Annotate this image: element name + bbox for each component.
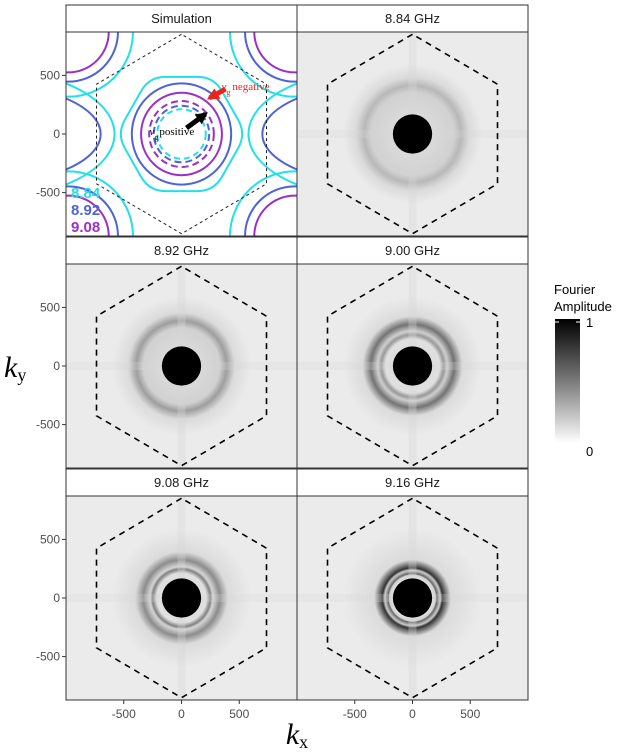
- panel-plot: [66, 264, 297, 468]
- sim-neighbor-blue: [244, 32, 297, 83]
- panel-p884: 8.84 GHz: [296, 4, 529, 237]
- panel-strip: [296, 236, 529, 265]
- sim-contour-blue-dashed: [152, 104, 211, 164]
- colorbar-min-label: 0: [586, 444, 593, 459]
- panel-title: 8.92 GHz: [154, 243, 209, 258]
- arrow-negative-head: [206, 88, 221, 100]
- sim-contour-purple-dashed: [148, 100, 215, 168]
- y-axis-label: ky: [4, 351, 26, 385]
- y-tick-label: 0: [53, 359, 60, 373]
- panel-border: [296, 263, 529, 469]
- panel-plot: [297, 32, 528, 236]
- y-tick-label: 500: [40, 68, 60, 82]
- y-tick-label: -500: [36, 650, 60, 664]
- colorbar-legend: Fourier Amplitude 1 0: [554, 282, 612, 459]
- sim-legend-8-84: 8.84: [71, 185, 101, 202]
- panel-title: 9.16 GHz: [385, 475, 440, 490]
- panel-sim: Simulation vg negative vgpositive 8.848.929.…: [65, 4, 298, 237]
- central-peak: [161, 346, 202, 386]
- colorbar-title-line1: Fourier: [554, 282, 596, 297]
- central-peak: [392, 346, 433, 386]
- sim-contour-blue: [130, 82, 233, 186]
- panel-p892: 8.92 GHz: [65, 236, 298, 469]
- x-axis-label: kx: [286, 718, 308, 752]
- panel-p916: 9.16 GHz: [296, 468, 529, 701]
- central-peak: [392, 114, 433, 154]
- sim-neighbor-side-blue: [66, 97, 102, 171]
- sim-neighbor-side-cyan: [247, 82, 297, 186]
- annotation-vg-positive: vgpositive: [150, 126, 195, 142]
- panel-title: Simulation: [151, 11, 212, 26]
- panel-p900: 9.00 GHz: [296, 236, 529, 469]
- panel-border: [296, 31, 529, 237]
- sim-neighbor-cyan: [229, 170, 297, 236]
- sim-neighbor-cyan: [66, 170, 134, 236]
- panel-strip: [65, 468, 298, 497]
- panel-plot: [66, 496, 297, 700]
- x-tick-label: -500: [343, 707, 367, 721]
- sim-neighbor-blue: [66, 32, 119, 83]
- sim-legend-9-08: 9.08: [71, 219, 100, 236]
- y-tick-label: 0: [53, 127, 60, 141]
- y-tick-label: 500: [40, 532, 60, 546]
- sim-brillouin-zone: [96, 33, 267, 235]
- colorbar-scale: [555, 319, 580, 443]
- sim-neighbor-side-blue: [261, 97, 297, 171]
- y-tick-label: -500: [36, 418, 60, 432]
- panel-plot: vg negative vgpositive 8.848.929.08: [66, 32, 297, 236]
- central-peak: [161, 578, 202, 618]
- panel-title: 9.00 GHz: [385, 243, 440, 258]
- y-tick-label: 0: [53, 591, 60, 605]
- sim-legend-8-92: 8.92: [71, 202, 100, 219]
- panel-title: 8.84 GHz: [385, 11, 440, 26]
- axes: 500 0 -500 500 0 -500 500 0 -500 -500 0 500 -500 0 500…: [4, 68, 481, 752]
- panel-strip: [296, 4, 529, 33]
- panel-strip: [296, 468, 529, 497]
- panel-plot: [297, 496, 528, 700]
- annotation-vg-negative: vg negative: [222, 81, 270, 97]
- y-tick-label: 500: [40, 300, 60, 314]
- sim-neighbor-cyan: [229, 32, 297, 98]
- arrow-positive-head: [194, 112, 208, 125]
- central-peak: [392, 578, 433, 618]
- x-tick-label: 500: [229, 707, 249, 721]
- sim-neighbor-side-cyan: [66, 82, 116, 186]
- panel-title: 9.08 GHz: [154, 475, 209, 490]
- colorbar-title-line2: Amplitude: [554, 299, 612, 314]
- panel-strip: [65, 4, 298, 33]
- x-tick-label: 500: [460, 707, 480, 721]
- y-tick-label: -500: [36, 186, 60, 200]
- panel-plot: [297, 264, 528, 468]
- x-tick-label: 0: [178, 707, 185, 721]
- x-tick-label: 0: [409, 707, 416, 721]
- panel-p908: 9.08 GHz: [65, 468, 298, 701]
- sim-contour-cyan-dashed: [156, 108, 207, 160]
- sim-neighbor-purple: [253, 32, 297, 74]
- x-tick-label: -500: [112, 707, 136, 721]
- sim-neighbor-purple: [66, 32, 110, 74]
- colorbar-max-label: 1: [586, 315, 593, 330]
- sim-neighbor-cyan: [66, 32, 134, 98]
- sim-contour-purple: [140, 91, 223, 177]
